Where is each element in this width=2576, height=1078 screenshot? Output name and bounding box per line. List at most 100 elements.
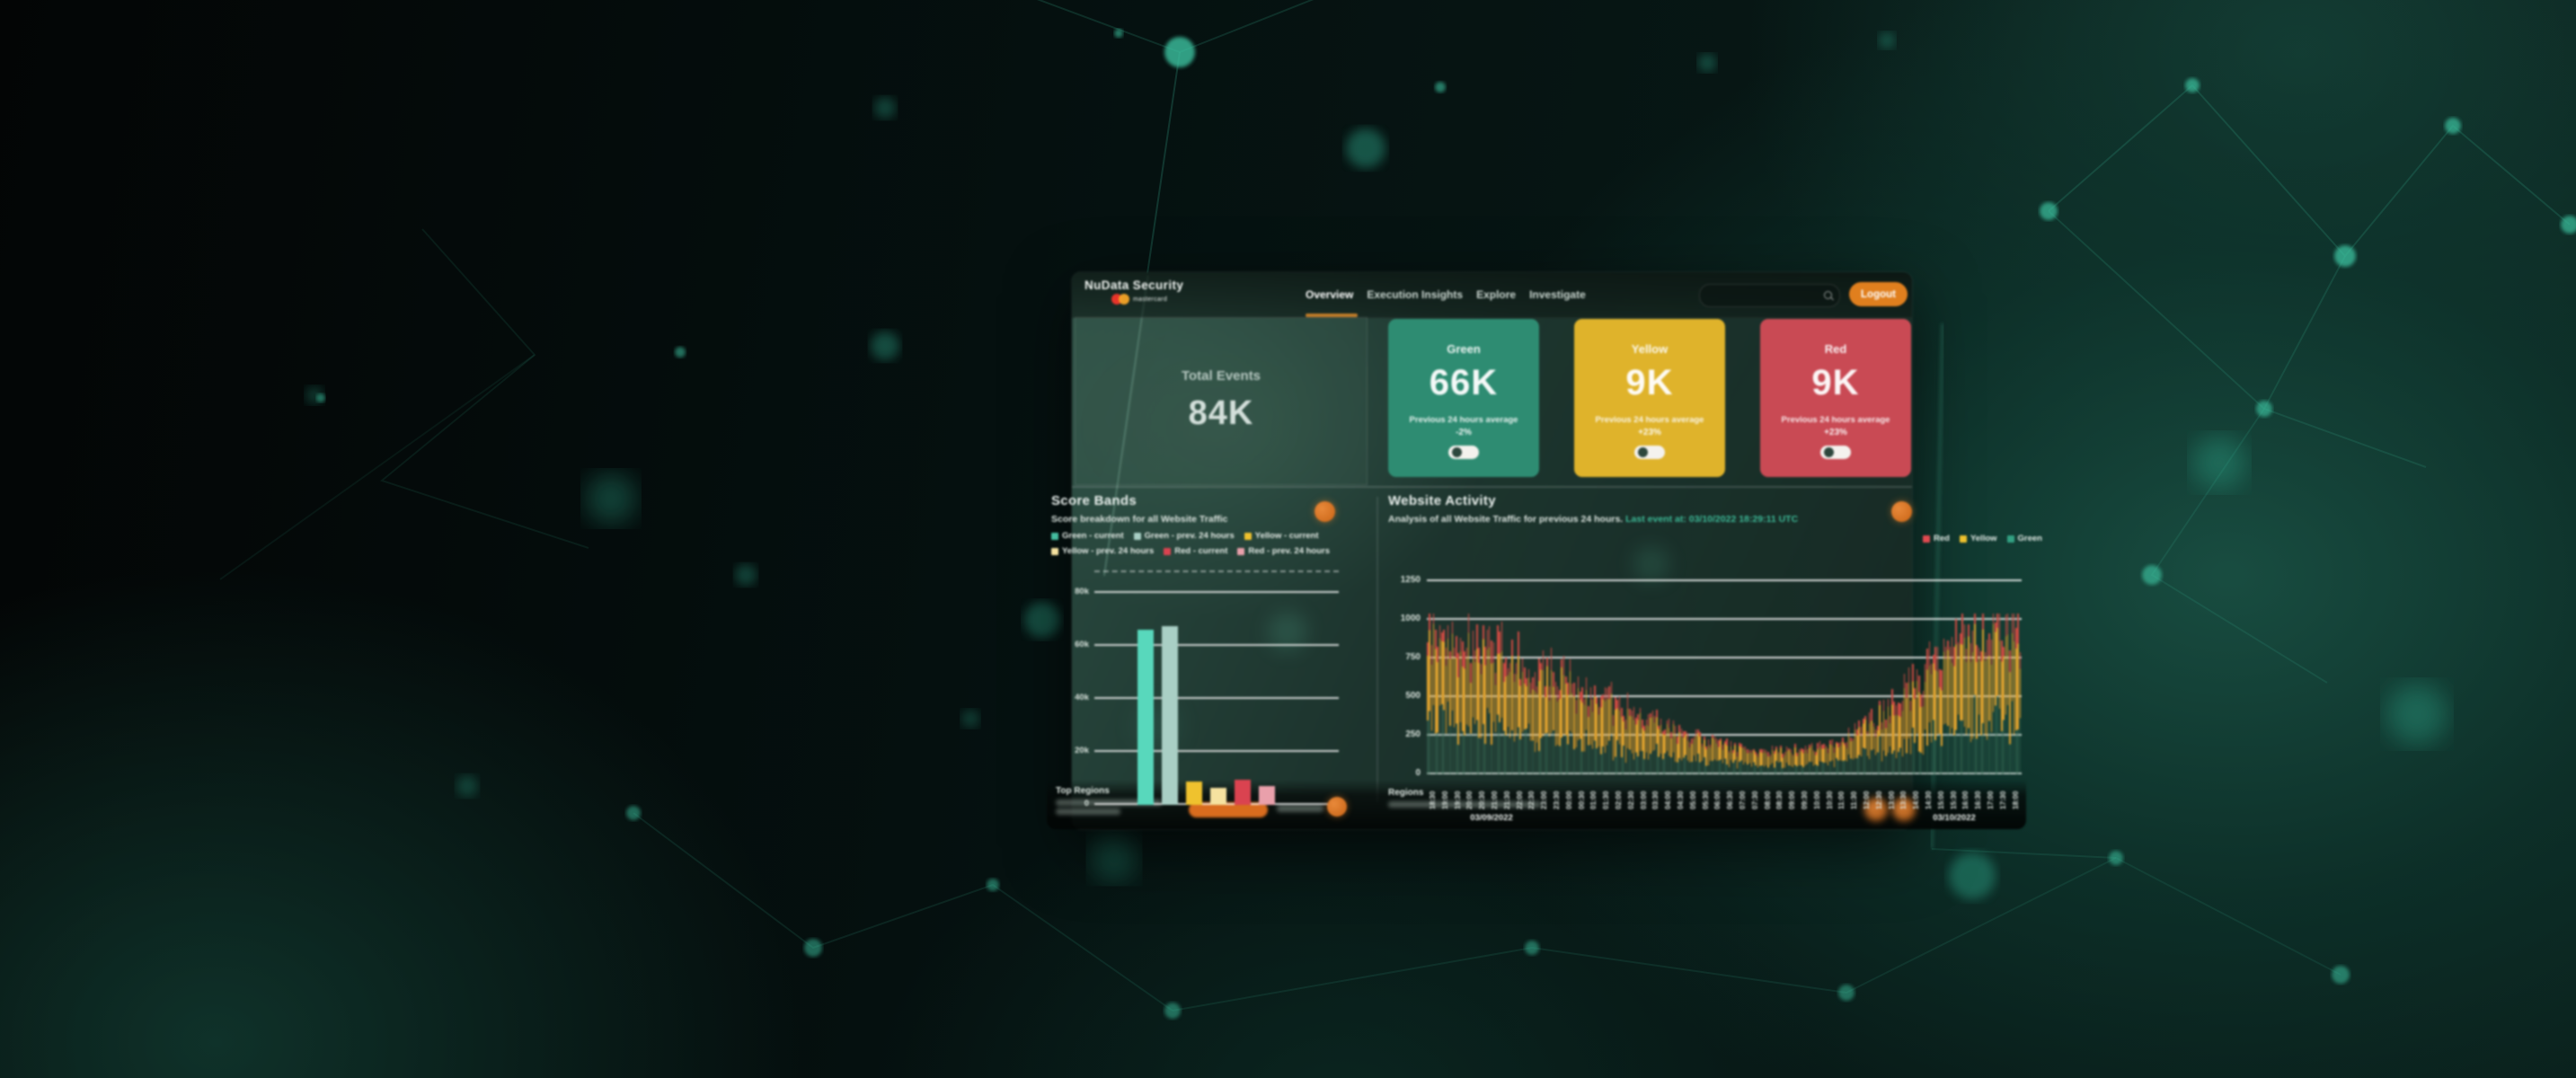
card-title: Red	[1824, 342, 1847, 356]
activity-bar	[1623, 715, 1624, 774]
activity-bar	[1626, 693, 1629, 774]
activity-bar	[1680, 728, 1683, 774]
nav-item-investigate[interactable]: Investigate	[1529, 288, 1586, 301]
activity-bar	[1435, 629, 1437, 774]
x-axis-tick: 00:30	[1577, 791, 1586, 809]
legend-label: Green	[2017, 534, 2042, 543]
top-regions-button[interactable]	[1327, 797, 1347, 817]
activity-bar	[2017, 614, 2019, 774]
activity-bar	[1456, 635, 1457, 774]
activity-bar	[1637, 714, 1639, 774]
activity-bar	[1736, 752, 1739, 774]
total-events-value: 84K	[1188, 394, 1254, 432]
x-axis-tick: 20:00	[1465, 791, 1474, 809]
sections-divider	[1377, 497, 1378, 802]
y-axis-tick: 0	[1415, 768, 1421, 778]
activity-bar	[1598, 707, 1600, 774]
activity-bar	[1476, 624, 1478, 774]
activity-bar	[1928, 641, 1931, 774]
kpi-card-red: Red 9K Previous 24 hours average +23%	[1760, 319, 1911, 477]
activity-bar	[1678, 725, 1680, 774]
gridline	[1094, 591, 1339, 593]
brand-title: NuData Security	[1084, 278, 1184, 292]
activity-bar	[1629, 709, 1631, 774]
activity-bar	[1677, 737, 1678, 774]
x-axis-tick: 04:30	[1677, 791, 1685, 809]
legend-swatch	[1164, 547, 1172, 555]
activity-bar	[1438, 624, 1441, 774]
website-activity-button[interactable]	[1891, 501, 1912, 522]
blurred-text	[1056, 800, 1162, 806]
activity-bar	[1546, 657, 1548, 774]
x-axis-tick: 01:30	[1602, 791, 1611, 809]
activity-bar	[1594, 685, 1596, 774]
x-axis-tick: 14:00	[1912, 791, 1921, 809]
card-delta: -2%	[1456, 428, 1472, 437]
activity-bar	[1891, 689, 1893, 774]
mastercard-logo: mastercard	[1111, 294, 1183, 305]
activity-bar	[1559, 690, 1561, 774]
activity-bar	[1653, 715, 1656, 774]
activity-bar	[2006, 614, 2009, 774]
activity-bar	[1852, 738, 1854, 774]
card-toggle[interactable]	[1448, 446, 1479, 459]
card-subtitle: Previous 24 hours average	[1409, 415, 1518, 425]
activity-bar	[1509, 663, 1511, 774]
activity-bar	[1968, 624, 1970, 774]
x-axis-tick: 13:00	[1887, 791, 1896, 809]
activity-bar	[1812, 749, 1815, 774]
activity-bar	[1982, 614, 1984, 774]
activity-bar	[1775, 746, 1777, 774]
y-axis-tick: 250	[1405, 729, 1421, 739]
activity-bar	[1662, 731, 1664, 774]
score-bands-chart[interactable]: 0 20k 40k 60k 80k	[1075, 570, 1339, 808]
y-axis-tick: 60k	[1075, 640, 1089, 649]
activity-bar	[1809, 745, 1810, 774]
y-axis-tick: 0	[1084, 799, 1089, 808]
activity-bar	[2009, 649, 2011, 774]
activity-bar	[1974, 614, 1976, 774]
legend-item: Red - current	[1164, 546, 1227, 556]
activity-bar	[1936, 647, 1939, 774]
footer-orange-pill-button[interactable]	[1189, 802, 1268, 817]
activity-bar	[1545, 685, 1546, 774]
activity-bar	[2019, 651, 2022, 774]
nav-item-overview[interactable]: Overview	[1306, 288, 1354, 301]
legend-swatch	[1244, 532, 1252, 540]
activity-bar	[1447, 624, 1449, 774]
card-toggle[interactable]	[1634, 446, 1665, 459]
activity-bar	[1565, 676, 1567, 774]
logout-button[interactable]: Logout	[1849, 282, 1908, 306]
activity-bar	[1825, 745, 1828, 774]
activity-bar	[1441, 632, 1443, 774]
activity-bar	[1618, 696, 1621, 774]
activity-bar	[1920, 694, 1922, 774]
x-axis-tick: 22:00	[1515, 791, 1524, 809]
activity-bar	[1521, 658, 1524, 774]
legend-item: Yellow - current	[1244, 531, 1319, 541]
search-input[interactable]	[1699, 284, 1840, 307]
activity-bar	[1846, 741, 1848, 774]
activity-bar	[1639, 707, 1642, 774]
x-axis-tick: 06:30	[1726, 791, 1735, 809]
activity-bar	[1606, 688, 1608, 774]
activity-bar	[1697, 729, 1699, 774]
score-bar	[1259, 786, 1275, 805]
activity-bar	[1971, 630, 1974, 774]
legend-item: Green	[2006, 534, 2042, 543]
activity-bar	[1451, 621, 1454, 774]
activity-bar	[1844, 742, 1846, 774]
activity-bar	[1796, 753, 1798, 774]
legend-swatch	[1959, 535, 1967, 543]
x-axis-tick: 16:00	[1961, 791, 1970, 809]
activity-bar	[1577, 676, 1580, 774]
legend-swatch	[1923, 535, 1930, 543]
website-activity-chart[interactable]: 0 250 500 750 1000 1250 18:30 19:00 19:30 20:00 20…	[1401, 575, 2022, 823]
card-toggle[interactable]	[1820, 446, 1851, 459]
nav-item-explore[interactable]: Explore	[1476, 288, 1517, 301]
nav-item-execution-insights[interactable]: Execution Insights	[1367, 288, 1464, 301]
score-bands-button[interactable]	[1315, 501, 1335, 522]
activity-bar	[1602, 694, 1604, 774]
